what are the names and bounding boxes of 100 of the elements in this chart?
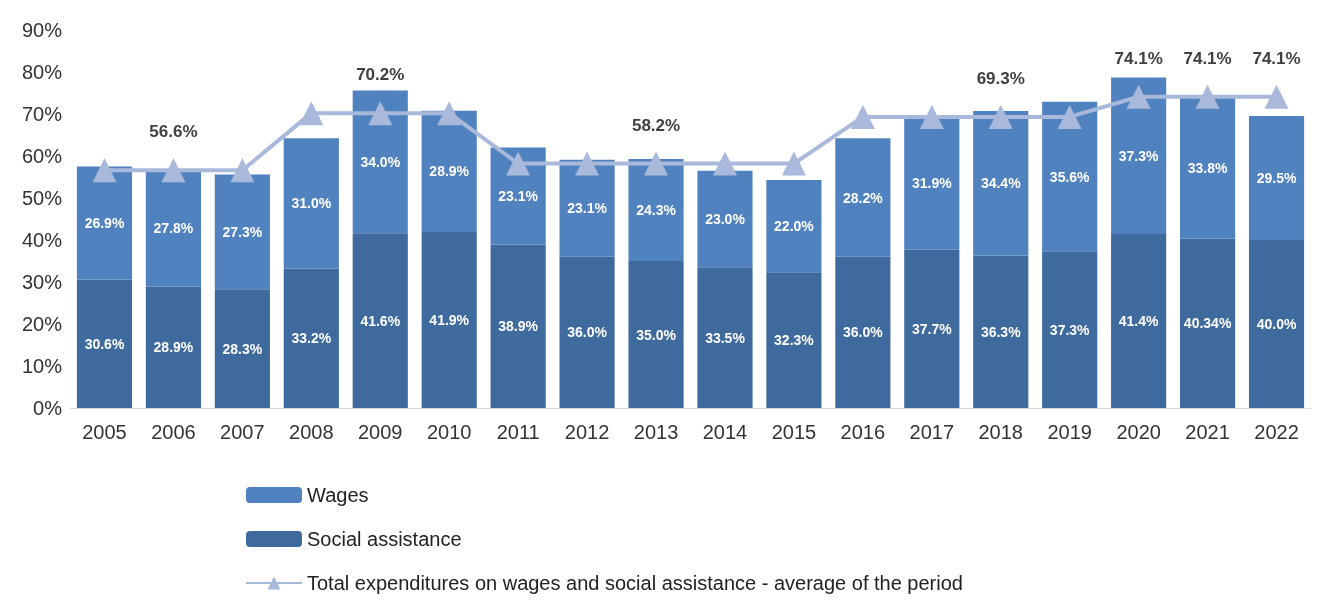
- point: [644, 151, 669, 176]
- bar: [766, 272, 822, 408]
- data-label: 33.2%: [291, 330, 332, 347]
- data-label: 23.0%: [705, 211, 746, 227]
- point: [437, 101, 462, 126]
- x-tick-label: 2008: [289, 421, 334, 443]
- x-tick-label: 2017: [909, 421, 955, 443]
- x-tick-label: 2005: [82, 421, 127, 443]
- legend-label: Wages: [307, 484, 369, 506]
- data-label: 38.9%: [498, 318, 539, 335]
- data-label: 74.1%: [1114, 48, 1163, 68]
- y-tick-label: 70%: [21, 103, 63, 125]
- y-tick-label: 20%: [21, 313, 63, 335]
- y-tick-label: 40%: [21, 229, 63, 251]
- data-label: 40.34%: [1183, 315, 1232, 332]
- bar: [421, 232, 477, 408]
- point: [850, 104, 875, 129]
- data-label: 40.0%: [1256, 316, 1297, 332]
- bar: [973, 111, 1029, 256]
- x-tick-label: 2015: [771, 421, 817, 443]
- x-tick-label: 2016: [840, 421, 886, 443]
- bar: [490, 147, 546, 245]
- point: [1126, 84, 1151, 109]
- bar: [904, 249, 960, 408]
- bar: [835, 138, 891, 257]
- point: [919, 104, 944, 129]
- bar: [628, 261, 684, 408]
- data-label: 41.9%: [429, 312, 470, 329]
- data-label: 24.3%: [636, 201, 677, 218]
- data-label: 30.6%: [84, 335, 125, 352]
- bar: [214, 174, 270, 290]
- x-tick-label: 2018: [978, 421, 1023, 443]
- point: [92, 158, 117, 183]
- data-label: 37.7%: [911, 320, 953, 337]
- data-label: 34.4%: [980, 175, 1022, 192]
- data-label: 23.1%: [498, 188, 539, 205]
- bar: [490, 244, 546, 408]
- bar: [283, 268, 339, 408]
- data-label: 28.9%: [429, 163, 470, 180]
- point: [1057, 104, 1082, 129]
- point: [712, 151, 737, 176]
- data-label: 36.0%: [843, 324, 884, 341]
- point: [1195, 84, 1220, 109]
- data-label: 34.0%: [360, 153, 401, 170]
- data-label: 37.3%: [1118, 147, 1160, 164]
- x-tick-label: 2022: [1254, 421, 1299, 443]
- bar: [283, 138, 339, 269]
- bar: [1248, 240, 1305, 408]
- bar: [145, 169, 201, 287]
- data-label: 35.0%: [636, 326, 677, 343]
- data-label: 70.2%: [356, 65, 405, 85]
- bar: [1042, 251, 1098, 408]
- data-label: 32.3%: [774, 332, 815, 349]
- bar: [1111, 77, 1167, 235]
- bar: [1180, 96, 1236, 239]
- point: [368, 101, 393, 126]
- legend-label: Social assistance: [307, 528, 462, 550]
- x-tick-label: 2006: [151, 421, 196, 443]
- point: [230, 158, 255, 183]
- bar: [835, 256, 891, 408]
- data-label: 74.1%: [1252, 48, 1301, 68]
- bar: [76, 279, 133, 408]
- data-label: 27.3%: [222, 223, 263, 240]
- point: [781, 151, 806, 176]
- x-tick-label: 2019: [1047, 421, 1092, 443]
- data-label: 33.8%: [1187, 159, 1228, 176]
- y-tick-label: 10%: [21, 355, 63, 377]
- legend-label: Total expenditures on wages and social assistance - average of the period: [307, 572, 963, 594]
- data-label: 37.3%: [1049, 321, 1091, 338]
- data-label: 69.3%: [976, 68, 1025, 88]
- y-tick-label: 0%: [33, 397, 63, 419]
- y-tick-label: 50%: [21, 187, 63, 209]
- data-label: 31.0%: [291, 195, 332, 212]
- x-tick-label: 2010: [426, 421, 472, 443]
- point: [1264, 84, 1289, 109]
- bar: [1111, 234, 1167, 408]
- data-label: 28.3%: [222, 340, 263, 357]
- bar: [352, 90, 408, 234]
- bar: [697, 170, 753, 268]
- bar: [352, 233, 408, 408]
- bar: [145, 286, 201, 408]
- data-label: 74.1%: [1183, 48, 1232, 68]
- x-tick-label: 2007: [220, 421, 265, 443]
- point: [575, 151, 600, 176]
- data-label: 26.9%: [84, 214, 125, 231]
- bar: [1180, 238, 1236, 408]
- y-tick-label: 60%: [21, 145, 63, 167]
- point: [161, 158, 186, 183]
- bar: [1248, 116, 1305, 240]
- data-label: 56.6%: [149, 122, 198, 142]
- bar: [1042, 101, 1098, 252]
- data-label: 28.2%: [843, 189, 884, 206]
- data-label: 33.5%: [705, 329, 746, 346]
- bar: [559, 256, 615, 408]
- data-label: 31.9%: [911, 174, 953, 191]
- data-label: 41.4%: [1118, 313, 1160, 330]
- y-tick-label: 90%: [21, 19, 63, 41]
- y-tick-label: 80%: [21, 61, 63, 83]
- point: [299, 101, 324, 126]
- x-tick-label: 2013: [633, 421, 679, 443]
